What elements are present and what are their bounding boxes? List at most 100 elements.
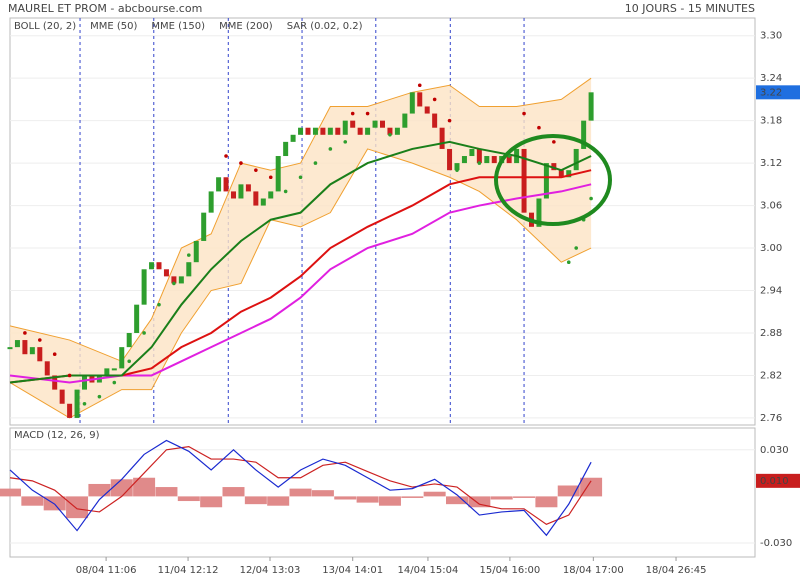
price-bar bbox=[283, 141, 289, 157]
price-bar bbox=[44, 361, 50, 376]
histogram-bar bbox=[423, 491, 446, 497]
legend-entry: MME (50) bbox=[90, 21, 137, 32]
price-bar bbox=[186, 262, 192, 277]
price-bar bbox=[566, 170, 572, 178]
x-tick-label: 11/04 12:12 bbox=[158, 565, 219, 576]
y-tick-label: 2.82 bbox=[760, 370, 782, 381]
price-bar bbox=[22, 340, 28, 355]
y-tick-label: 3.00 bbox=[760, 243, 782, 254]
price-bar bbox=[380, 120, 385, 128]
y-tick-label: 3.12 bbox=[760, 158, 782, 169]
histogram-bar bbox=[43, 496, 66, 511]
price-bar bbox=[149, 262, 155, 270]
histogram-bar bbox=[334, 496, 357, 500]
price-bar bbox=[476, 148, 482, 164]
price-bar bbox=[409, 92, 415, 114]
sar-dot bbox=[574, 246, 578, 250]
bollinger-upper bbox=[9, 77, 592, 362]
price-bar bbox=[59, 389, 65, 404]
price-bar bbox=[290, 134, 296, 142]
sar-dot bbox=[417, 83, 422, 88]
price-bar bbox=[335, 127, 341, 135]
price-bar bbox=[119, 347, 125, 369]
last-price-label: 3.22 bbox=[760, 87, 782, 98]
price-bar bbox=[424, 106, 430, 114]
sar-dot bbox=[239, 161, 243, 165]
y-tick-label: 3.06 bbox=[760, 201, 782, 212]
price-bar bbox=[312, 127, 318, 135]
price-bar bbox=[67, 403, 73, 418]
sar-dot bbox=[343, 140, 348, 144]
price-bar bbox=[320, 127, 326, 135]
price-bar bbox=[126, 332, 132, 348]
sar-dot bbox=[67, 373, 72, 378]
sar-dot bbox=[268, 175, 273, 180]
legend-entry: MME (200) bbox=[219, 21, 273, 32]
price-bar bbox=[156, 262, 162, 270]
histogram-bar bbox=[66, 496, 89, 519]
macd-value-box bbox=[756, 473, 800, 488]
price-frame bbox=[9, 17, 756, 426]
price-bar bbox=[558, 170, 564, 178]
period: 10 JOURS - 15 MINUTES bbox=[625, 2, 755, 15]
price-bar bbox=[447, 148, 453, 171]
x-tick-label: 12/04 13:03 bbox=[240, 565, 301, 576]
sar-dot bbox=[254, 168, 258, 172]
price-bar bbox=[506, 156, 512, 164]
sar-dot bbox=[157, 302, 161, 307]
price-bar bbox=[231, 191, 236, 199]
histogram-bar bbox=[311, 490, 334, 497]
histogram-bar bbox=[133, 477, 156, 497]
price-bar bbox=[327, 127, 333, 135]
histogram-bar bbox=[446, 496, 468, 505]
sar-dot bbox=[552, 140, 556, 144]
price-bar bbox=[275, 156, 281, 192]
y-tick-label: -0.030 bbox=[760, 538, 792, 549]
price-bar bbox=[238, 184, 244, 199]
price-bar bbox=[543, 163, 549, 199]
price-bar bbox=[469, 148, 475, 157]
histogram-bar bbox=[222, 487, 245, 497]
price-bar bbox=[14, 340, 20, 348]
price-bar bbox=[461, 156, 467, 164]
sar-dot bbox=[477, 161, 482, 165]
histogram-bar bbox=[21, 496, 44, 506]
price-bar bbox=[342, 120, 348, 135]
macd-value-label: 0.010 bbox=[760, 476, 789, 487]
sar-dot bbox=[313, 161, 318, 165]
bollinger-fill bbox=[10, 78, 592, 418]
macd-line bbox=[9, 439, 592, 537]
sar-dot bbox=[283, 189, 288, 194]
sar-dot bbox=[82, 401, 87, 406]
sar-dot bbox=[172, 281, 176, 286]
histogram-bar bbox=[267, 496, 290, 506]
sar-dot bbox=[432, 97, 437, 102]
sar-dot bbox=[52, 352, 57, 357]
sar-dot bbox=[350, 111, 355, 116]
legend-entry: MME (150) bbox=[151, 21, 205, 32]
price-bar bbox=[253, 191, 259, 206]
legend-entry: SAR (0.02, 0.2) bbox=[287, 21, 363, 32]
y-tick-label: 2.76 bbox=[760, 413, 782, 424]
sar-dot bbox=[224, 154, 228, 158]
price-bar bbox=[268, 191, 274, 199]
price-bar bbox=[357, 127, 363, 135]
price-bar bbox=[82, 375, 87, 390]
price-bar bbox=[245, 184, 251, 192]
price-bar bbox=[484, 156, 490, 164]
moving-average bbox=[9, 183, 592, 384]
sar-dot bbox=[112, 380, 117, 385]
sar-dot bbox=[38, 338, 42, 342]
sar-dot bbox=[187, 253, 191, 257]
price-bar bbox=[439, 127, 445, 149]
sar-dot bbox=[142, 331, 146, 335]
y-tick-label: 3.24 bbox=[760, 73, 782, 84]
x-tick-label: 18/04 26:45 bbox=[646, 565, 707, 576]
histogram-bar bbox=[401, 496, 424, 498]
moving-average bbox=[9, 140, 592, 384]
y-tick-label: 2.88 bbox=[760, 328, 782, 339]
price-bar bbox=[74, 389, 80, 418]
highlight-ellipse bbox=[494, 134, 612, 226]
histogram-bar bbox=[200, 496, 223, 508]
